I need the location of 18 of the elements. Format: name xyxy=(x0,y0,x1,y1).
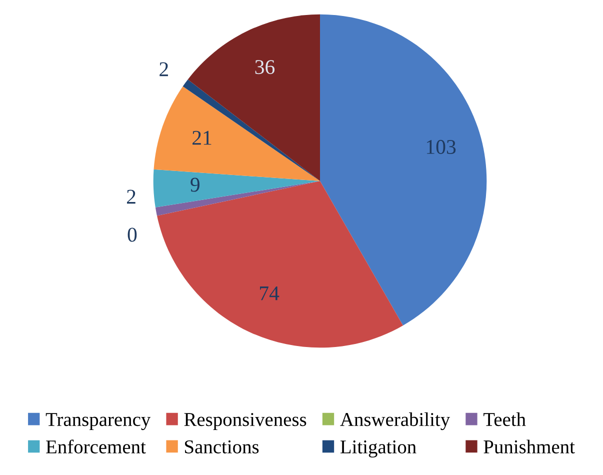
legend-label: Punishment xyxy=(484,440,575,454)
data-label: 74 xyxy=(260,286,280,300)
data-label: 9 xyxy=(190,178,200,192)
legend-label: Answerability xyxy=(340,412,450,430)
data-label: 2 xyxy=(160,62,168,76)
legend-label: Responsiveness xyxy=(184,413,306,430)
legend-label: Litigation xyxy=(340,440,416,458)
data-label: 103 xyxy=(426,140,456,154)
pie-slice xyxy=(153,169,320,208)
legend-label: Teeth xyxy=(483,412,526,426)
legend-label: Enforcement xyxy=(46,440,146,454)
legend-label: Transparency xyxy=(46,413,151,430)
legend-label: Sanctions xyxy=(185,440,259,454)
data-label: 36 xyxy=(255,60,275,74)
text: 0 xyxy=(128,228,137,242)
data-label: 21 xyxy=(192,130,212,145)
data-label: 2 xyxy=(126,190,136,204)
pie-slice xyxy=(320,14,487,326)
